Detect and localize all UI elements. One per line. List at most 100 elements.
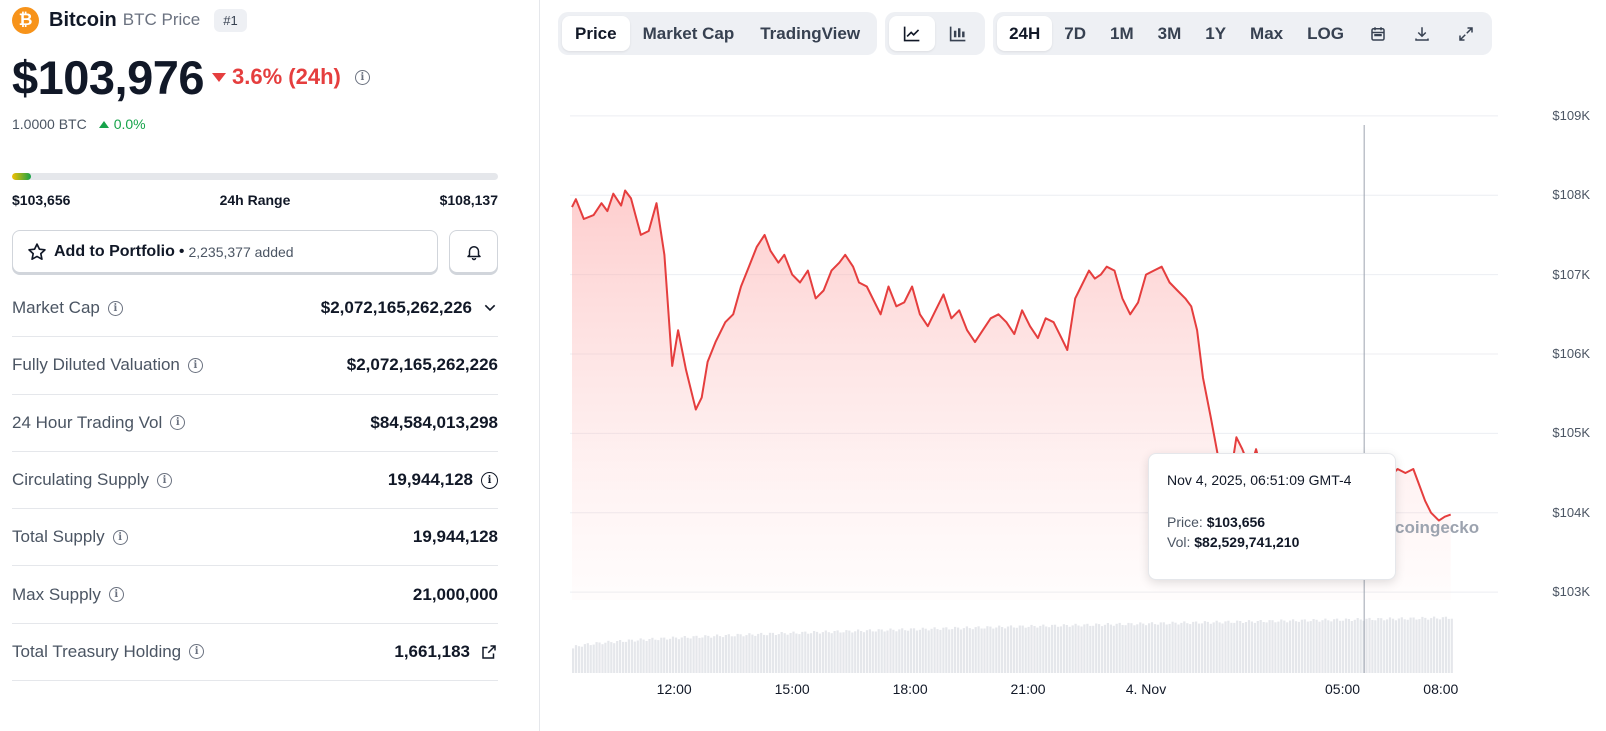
volume-bar <box>627 639 630 673</box>
volume-bar <box>707 635 710 673</box>
volume-bar <box>1341 620 1345 673</box>
volume-bar <box>1400 617 1403 673</box>
volume-bar <box>789 633 792 673</box>
volume-bar <box>1350 621 1353 673</box>
info-icon[interactable]: i <box>108 587 124 603</box>
volume-bar <box>1333 619 1336 673</box>
volume-bar <box>957 627 960 673</box>
volume-bar <box>1118 622 1121 673</box>
volume-bar <box>1083 624 1086 673</box>
price-chart[interactable]: $109K $108K $107K $106K $105K $104K $103K 12:00… <box>545 60 1606 731</box>
volume-bar <box>995 627 998 673</box>
expand-icon <box>1457 25 1475 43</box>
btc-change: 0.0% <box>113 116 146 132</box>
volume-bar <box>901 628 904 673</box>
info-icon[interactable]: i <box>354 69 370 85</box>
info-icon[interactable]: i <box>112 529 128 545</box>
price-chart-svg[interactable] <box>545 60 1606 731</box>
volume-bar <box>1336 618 1339 673</box>
info-icon[interactable]: i <box>157 472 173 488</box>
info-icon[interactable]: i <box>187 357 203 373</box>
volume-bar <box>968 628 971 673</box>
info-icon[interactable]: i <box>107 300 123 316</box>
volume-bar <box>921 627 924 673</box>
volume-bar <box>965 626 968 673</box>
volume-bar <box>601 644 604 673</box>
volume-bar <box>939 629 942 673</box>
volume-bar <box>792 631 795 673</box>
volume-bar <box>710 637 713 673</box>
info-icon[interactable]: i <box>481 471 498 489</box>
stat-row-circulating-supply: Circulating Supply i 19,944,128 i <box>12 452 498 510</box>
tooltip-price: Price: $103,656 <box>1167 514 1377 530</box>
volume-bar <box>1292 619 1295 673</box>
add-to-portfolio-button[interactable]: Add to Portfolio • 2,235,377 added <box>12 230 438 273</box>
volume-bar <box>795 633 798 673</box>
volume-bar <box>713 636 716 673</box>
volume-bar <box>1330 621 1333 673</box>
calendar-icon <box>1369 25 1387 43</box>
volume-bar <box>918 629 921 673</box>
y-tick-label: $107K <box>1552 266 1590 282</box>
volume-bar <box>1139 622 1142 673</box>
volume-bar <box>1062 624 1065 673</box>
volume-bar <box>768 632 772 673</box>
tab-tradingview[interactable]: TradingView <box>760 23 861 43</box>
volume-bar <box>971 629 974 673</box>
tab-market-cap[interactable]: Market Cap <box>642 23 735 43</box>
volume-bar <box>1203 621 1206 673</box>
volume-bar <box>1306 621 1309 673</box>
range-1y[interactable]: 1Y <box>1205 23 1227 43</box>
candlestick-button[interactable] <box>935 16 981 51</box>
range-7d[interactable]: 7D <box>1064 23 1086 43</box>
volume-bar <box>1192 621 1195 673</box>
volume-bar <box>1303 619 1306 673</box>
info-icon[interactable]: i <box>170 415 186 431</box>
calendar-button[interactable] <box>1356 16 1400 51</box>
volume-bar <box>951 629 954 673</box>
volume-bar <box>1039 625 1042 673</box>
coin-header: ₿ Bitcoin BTC Price #1 <box>12 6 247 34</box>
volume-bar <box>1259 620 1262 673</box>
line-chart-button[interactable] <box>889 16 936 51</box>
volume-bar <box>1447 618 1450 673</box>
volume-bar <box>624 641 628 673</box>
coin-subtitle: BTC Price <box>122 10 201 29</box>
volume-bar <box>1436 618 1439 673</box>
info-icon[interactable]: i <box>189 644 205 660</box>
price-alert-button[interactable] <box>449 230 498 273</box>
range-3m[interactable]: 3M <box>1157 23 1182 43</box>
volume-bar <box>1374 620 1377 673</box>
volume-bar <box>639 638 642 673</box>
caret-down-icon <box>212 72 227 82</box>
volume-bar <box>1159 622 1162 673</box>
range-max[interactable]: Max <box>1250 23 1284 43</box>
tab-price[interactable]: Price <box>562 16 630 51</box>
volume-bar <box>698 637 701 673</box>
stat-value: 21,000,000 <box>412 584 498 604</box>
volume-bar <box>610 642 613 673</box>
range-24h[interactable]: 24H <box>997 16 1053 51</box>
volume-bar <box>1130 623 1133 673</box>
volume-bar <box>1321 620 1324 673</box>
volume-bar <box>1403 619 1406 673</box>
chevron-down-icon[interactable] <box>482 300 498 316</box>
volume-bar <box>1394 620 1397 673</box>
download-button[interactable] <box>1400 16 1444 51</box>
volume-bar <box>651 637 654 673</box>
external-link-icon[interactable] <box>480 643 498 661</box>
stat-label: Total Supply <box>12 527 105 547</box>
volume-bar <box>1165 624 1168 673</box>
volume-bar <box>663 637 666 673</box>
stat-value: $2,072,165,262,226 <box>346 355 498 375</box>
volume-bar <box>909 628 913 673</box>
tooltip-price-label: Price: <box>1167 514 1203 530</box>
fullscreen-button[interactable] <box>1444 16 1488 51</box>
download-icon <box>1413 25 1431 43</box>
log-scale-toggle[interactable]: LOG <box>1307 23 1344 43</box>
volume-bar <box>1344 618 1348 673</box>
range-1m[interactable]: 1M <box>1109 23 1134 43</box>
volume-bar <box>857 629 860 673</box>
volume-bar <box>739 634 742 673</box>
volume-bar <box>1183 621 1186 673</box>
